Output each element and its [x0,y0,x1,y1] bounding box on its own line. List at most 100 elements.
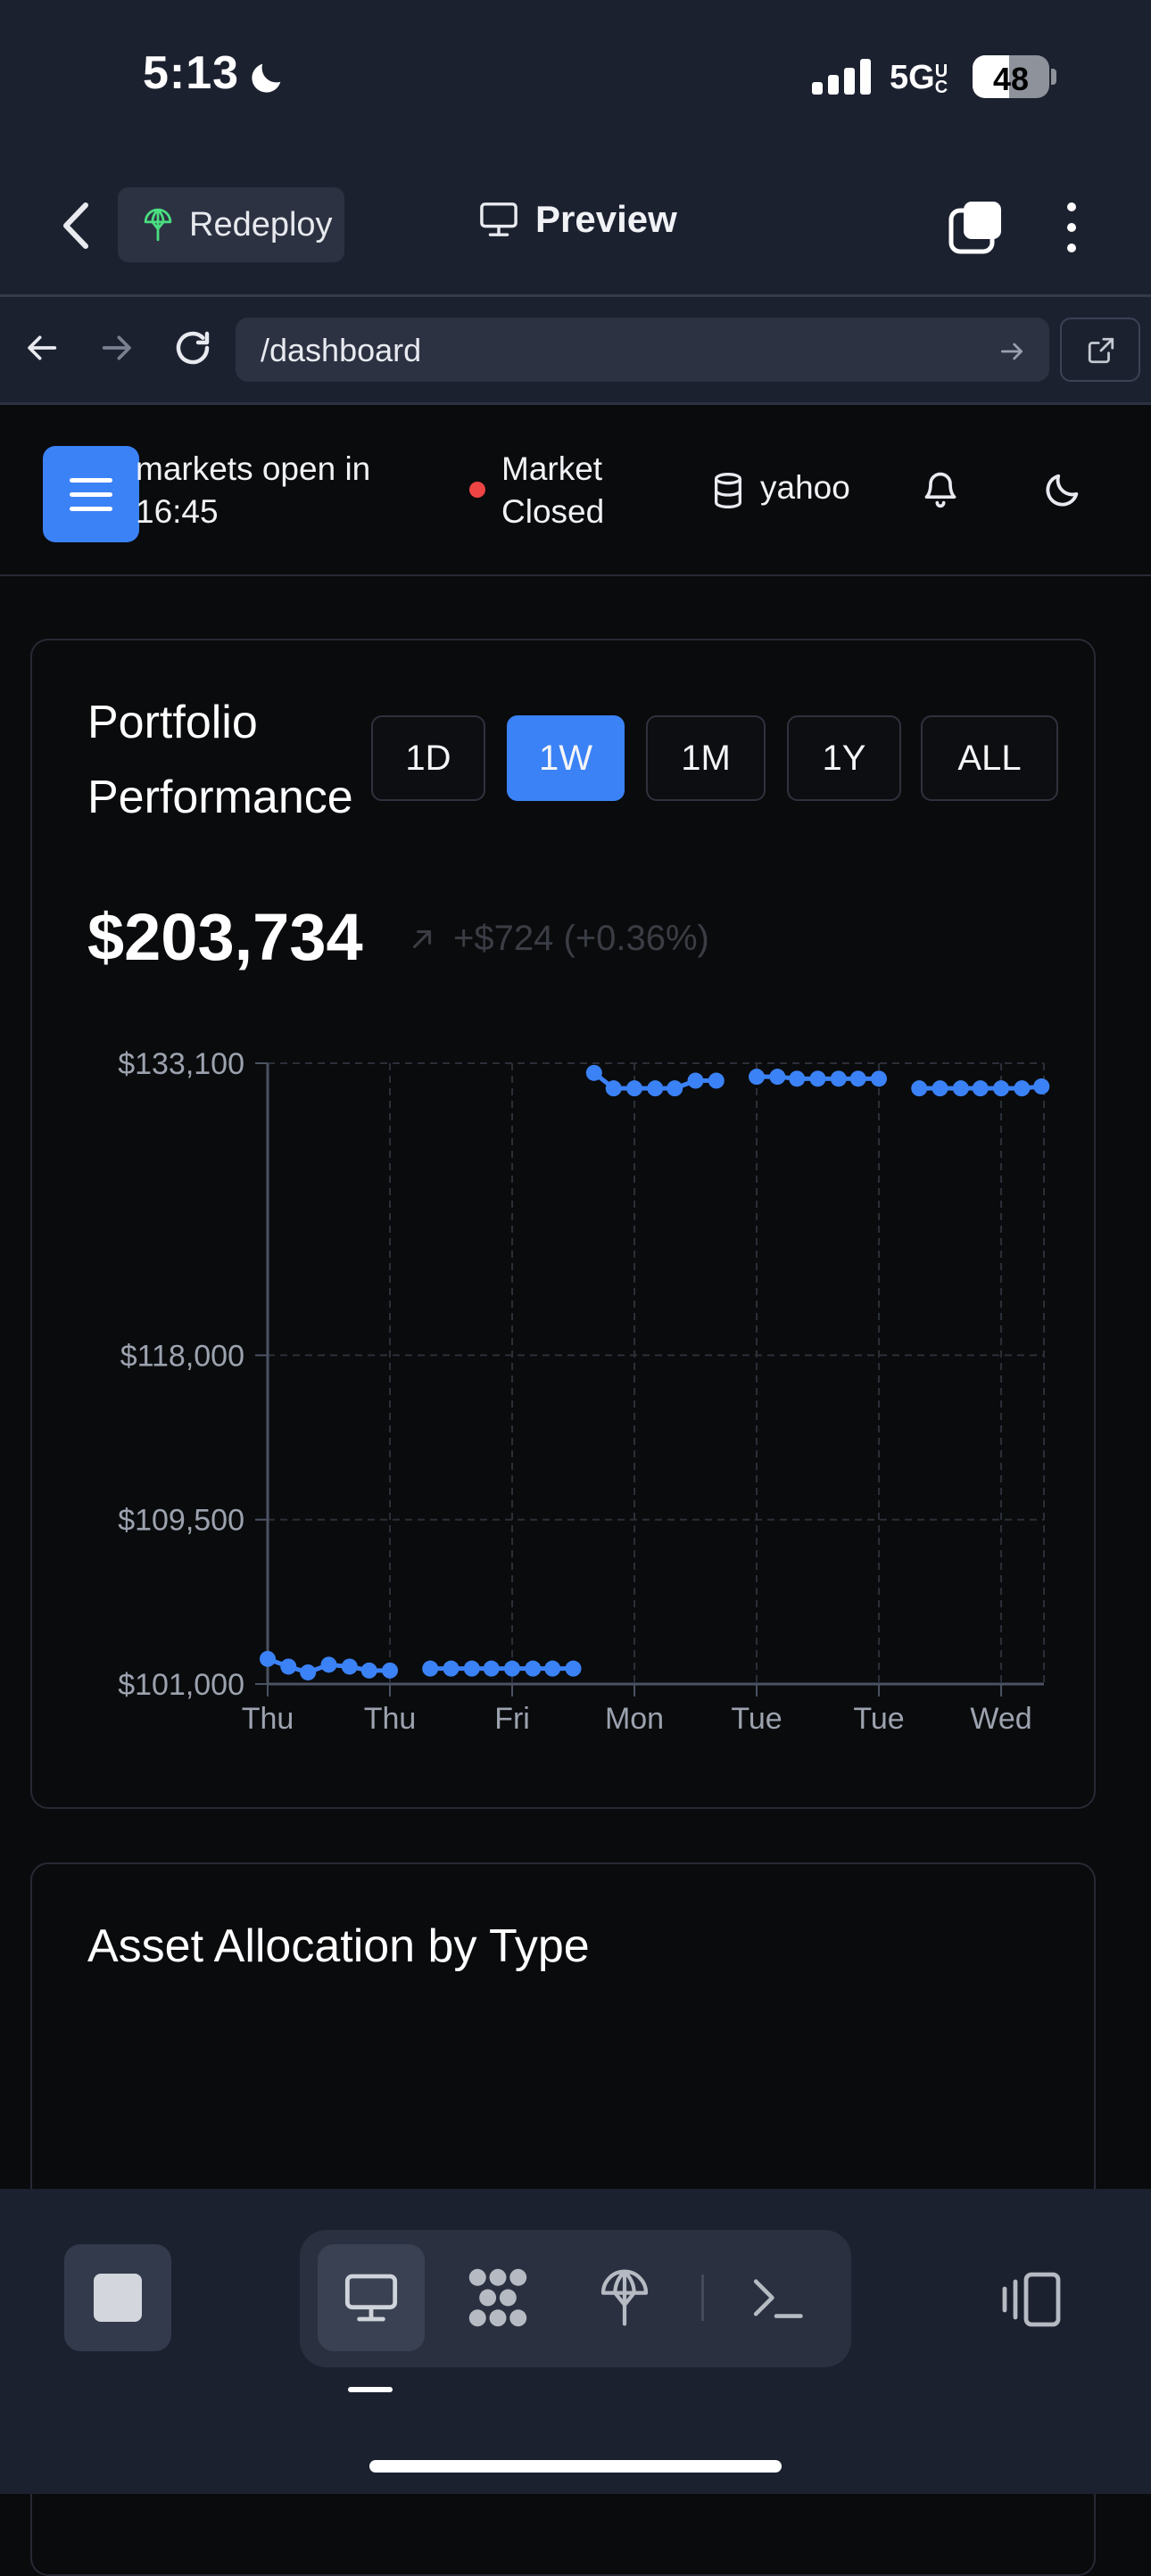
stop-button[interactable] [64,2244,171,2351]
redeploy-button[interactable]: Redeploy [118,187,344,262]
x-tick-label: Thu [364,1702,417,1736]
data-point [809,1070,826,1087]
y-tick-label: $118,000 [120,1339,244,1373]
data-point [341,1658,358,1675]
active-tab-indicator [348,2387,393,2392]
notifications-icon[interactable] [921,467,960,510]
data-point [443,1660,460,1677]
data-point [667,1080,683,1097]
theme-toggle-icon[interactable] [1042,469,1083,510]
range-button-all[interactable]: ALL [921,715,1058,801]
database-icon [715,473,741,509]
browser-back-icon[interactable] [25,330,61,366]
device-toggle-icon[interactable] [998,2271,1065,2328]
reload-icon[interactable] [171,326,214,369]
apps-icon[interactable] [464,2266,532,2330]
x-tick-label: Wed [970,1702,1031,1736]
data-provider[interactable]: yahoo [760,469,850,506]
signal-icon [812,59,874,95]
data-point [952,1080,969,1097]
tabs-icon[interactable] [948,200,1005,255]
value-change: +$724 (+0.36%) [453,919,709,958]
data-point [280,1658,297,1675]
preview-tool-button[interactable] [318,2244,425,2351]
external-link-icon [1088,337,1114,364]
data-point [626,1080,643,1097]
markets-open-countdown: markets open in 16:45 [136,450,371,530]
x-tick-label: Tue [853,1702,904,1736]
divider [701,2275,704,2321]
data-point [565,1660,582,1677]
data-point [360,1662,377,1679]
battery-tip [1051,69,1056,85]
browser-forward-icon[interactable] [98,330,134,366]
data-point [871,1070,888,1087]
range-button-1w[interactable]: 1W [507,715,625,801]
total-value: $203,734 [87,900,363,974]
data-point [585,1064,602,1081]
market-status: Market Closed [501,450,605,530]
network-label: 5GUC [890,59,948,97]
y-tick-label: $101,000 [118,1668,244,1702]
data-point [483,1660,500,1677]
battery-icon: 48 [973,55,1049,98]
data-point [260,1650,276,1667]
data-point [932,1080,948,1097]
x-tick-label: Tue [731,1702,782,1736]
back-icon[interactable] [54,198,98,253]
data-point [647,1080,664,1097]
x-tick-label: Fri [494,1702,530,1736]
redeploy-label: Redeploy [189,205,333,244]
moon-icon [252,63,281,93]
divider [0,294,1151,297]
url-field[interactable] [236,318,1049,382]
monitor-icon [344,2274,398,2322]
data-point [320,1656,337,1673]
portfolio-performance-card [30,639,1096,1809]
data-point [830,1070,847,1087]
status-time: 5:13 [143,47,240,99]
card-title: Asset Allocation by Type [87,1920,590,1972]
x-tick-label: Thu [242,1702,294,1736]
divider [0,574,1151,576]
data-point [789,1070,806,1087]
data-point [749,1069,766,1086]
y-tick-label: $133,100 [118,1047,244,1081]
monitor-icon [480,202,518,236]
data-point [708,1072,725,1089]
trend-up-icon [412,929,432,949]
deploy-icon[interactable] [596,2266,653,2330]
data-point [1033,1078,1050,1095]
data-point [382,1662,399,1679]
deploy-icon [144,208,172,242]
url-text[interactable]: /dashboard [261,332,422,368]
y-tick-label: $109,500 [118,1504,244,1538]
card-title: Portfolio Performance [87,697,353,823]
more-options-icon[interactable] [1058,200,1085,255]
x-tick-label: Mon [605,1702,664,1736]
data-point [687,1072,704,1089]
data-point [849,1070,866,1087]
range-button-1m[interactable]: 1M [646,715,766,801]
data-point [1014,1080,1031,1097]
home-indicator [369,2460,782,2473]
data-point [605,1080,622,1097]
battery-fill [973,55,1010,98]
go-arrow-icon[interactable] [998,337,1026,366]
data-point [504,1660,521,1677]
range-button-1y[interactable]: 1Y [787,715,901,801]
data-point [422,1660,439,1677]
range-button-1d[interactable]: 1D [371,715,485,801]
market-status-dot [469,482,485,498]
open-external-button[interactable] [1060,318,1140,382]
data-point [544,1660,561,1677]
data-point [525,1660,542,1677]
stop-icon [94,2274,142,2322]
battery-level: 48 [992,61,1030,97]
preview-title: Preview [478,198,677,241]
data-point [300,1664,317,1680]
divider [0,402,1151,405]
terminal-icon[interactable] [748,2273,805,2323]
menu-button[interactable] [43,446,139,542]
